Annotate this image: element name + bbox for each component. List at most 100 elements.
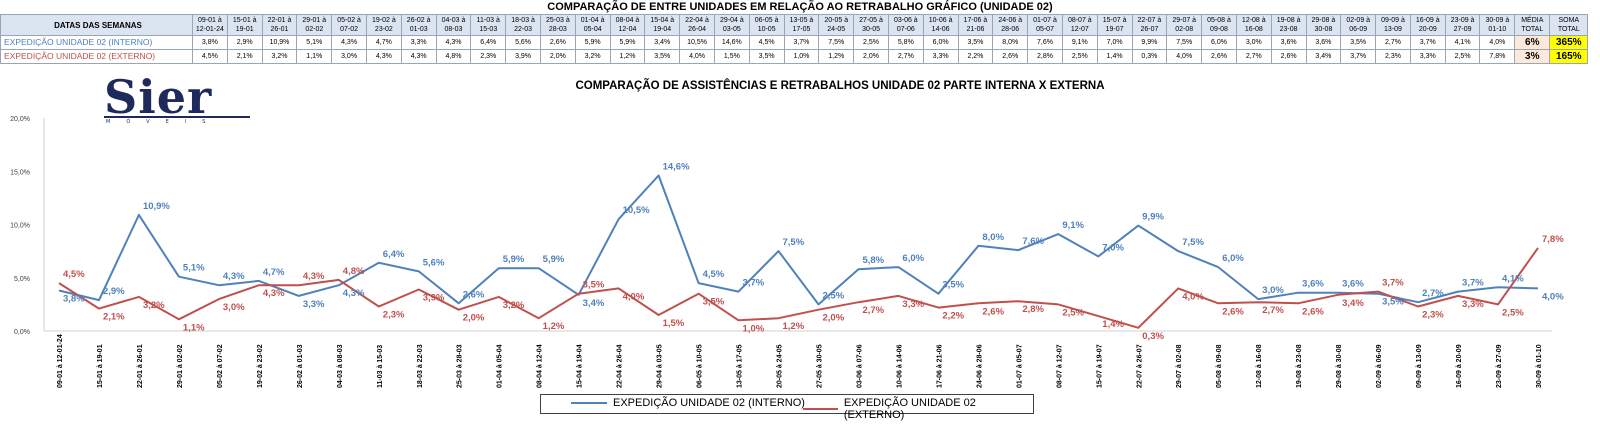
value-cell: 2,7% xyxy=(1375,35,1411,50)
x-tick-label: 10-06 à 14-06 xyxy=(896,344,903,388)
week-start: 09-09 à xyxy=(1381,17,1405,24)
data-label: 2,0% xyxy=(463,313,485,324)
week-header-cell: 04-03 à 08-03 xyxy=(435,14,472,36)
value-cell: 3,3% xyxy=(922,49,959,64)
value-cell: 2,5% xyxy=(1444,49,1481,64)
y-tick-label: 0,0% xyxy=(14,329,30,336)
line-chart: 0,0% 5,0% 10,0% 15,0% 20,0% 09-01 à 12-01-24 1… xyxy=(10,116,1564,388)
value-cell: 10,9% xyxy=(261,35,298,50)
value-cell: 5,8% xyxy=(887,35,924,50)
week-end: 05-04 xyxy=(583,26,602,33)
value-cell: 2,6% xyxy=(1270,49,1307,64)
legend-label-externo: EXPEDIÇÃO UNIDADE 02 (EXTERNO) xyxy=(843,397,976,421)
week-end: 12-01-24 xyxy=(195,26,224,33)
value-cell: 8,0% xyxy=(992,35,1029,50)
week-end: 19-01 xyxy=(235,26,254,33)
x-tick-label: 23-09 à 27-09 xyxy=(1496,344,1503,388)
week-end: 28-03 xyxy=(548,26,567,33)
value-cell: 4,3% xyxy=(331,35,367,50)
data-label: 10,5% xyxy=(623,205,650,216)
data-label: 2,9% xyxy=(103,286,125,297)
data-label: 5,9% xyxy=(503,254,525,265)
week-header-cell: 09-09 à 13-09 xyxy=(1375,14,1411,36)
data-label: 2,8% xyxy=(1022,304,1044,315)
week-end: 28-06 xyxy=(1001,26,1020,33)
data-label: 7,5% xyxy=(1182,237,1204,248)
week-end: 12-07 xyxy=(1070,26,1089,33)
x-tick-label: 06-05 à 10-05 xyxy=(697,344,704,388)
week-start: 15-07 à xyxy=(1102,17,1127,24)
data-label: 2,6% xyxy=(982,306,1004,317)
value-cell: 3,5% xyxy=(1340,35,1377,50)
value-cell: 4,1% xyxy=(1444,35,1481,50)
week-header-cell: 11-03 à 15-03 xyxy=(470,14,507,36)
data-label: 9,9% xyxy=(1142,212,1164,223)
data-label: 1,1% xyxy=(183,322,205,333)
value-cell: 2,3% xyxy=(470,49,507,64)
chart-legend: EXPEDIÇÃO UNIDADE 02 (INTERNO) EXPEDIÇÃO… xyxy=(540,394,1034,421)
x-tick-label: 09-09 à 13-09 xyxy=(1416,344,1423,388)
week-start: 03-06 à xyxy=(893,17,918,24)
data-label: 5,8% xyxy=(862,255,884,266)
week-end: 22-03 xyxy=(514,26,533,33)
week-header-cell: 29-01 à 02-02 xyxy=(296,14,333,36)
week-start: 29-01 à xyxy=(302,17,327,24)
page-title: COMPARAÇÃO DE ENTRE UNIDADES EM RELAÇÃO … xyxy=(547,1,1053,13)
value-cell: 2,0% xyxy=(853,49,889,64)
data-label: 3,8% xyxy=(63,294,85,305)
week-header-cell: 13-05 à 17-05 xyxy=(783,14,820,36)
week-start: 13-05 à xyxy=(789,17,814,24)
media-total-cell: 6% xyxy=(1514,35,1551,50)
x-tick-label: 30-09 à 01-10 xyxy=(1536,344,1543,388)
x-tick-label: 05-08 à 09-08 xyxy=(1216,344,1223,388)
value-cell: 3,6% xyxy=(1305,35,1342,50)
value-cell: 5,9% xyxy=(609,35,646,50)
value-cell: 1,0% xyxy=(783,49,820,64)
value-cell: 2,5% xyxy=(853,35,889,50)
data-label: 4,0% xyxy=(623,291,645,302)
value-cell: 2,0% xyxy=(539,49,576,64)
y-tick-label: 15,0% xyxy=(10,169,30,176)
week-end: 26-04 xyxy=(688,26,706,33)
value-cell: 4,5% xyxy=(192,49,228,64)
soma-header-text: TOTAL xyxy=(1557,26,1580,33)
week-end: 09-08 xyxy=(1210,26,1228,33)
week-header-cell: 27-05 à 30-05 xyxy=(853,14,889,36)
week-end: 12-04 xyxy=(618,26,637,33)
value-cell: 2,7% xyxy=(1235,49,1272,64)
week-start: 24-06 à xyxy=(998,17,1023,24)
value-cell: 2,2% xyxy=(957,49,994,64)
x-tick-label: 02-09 à 06-09 xyxy=(1376,344,1383,388)
media-total-header: MÉDIA TOTAL xyxy=(1514,14,1551,36)
value-cell: 1,2% xyxy=(818,49,855,64)
data-label: 2,0% xyxy=(822,313,844,324)
week-start: 01-07 à xyxy=(1033,17,1057,24)
value-cell: 2,1% xyxy=(226,49,263,64)
week-start: 16-09 à xyxy=(1415,17,1440,24)
data-label: 2,5% xyxy=(1502,307,1524,318)
x-tick-label: 11-03 à 15-03 xyxy=(377,345,384,388)
value-cell: 3,7% xyxy=(1409,35,1446,50)
week-start: 19-02 à xyxy=(372,17,396,24)
value-cell: 4,7% xyxy=(365,35,402,50)
week-end: 06-09 xyxy=(1349,26,1368,33)
data-label: 6,0% xyxy=(1222,253,1244,264)
data-label: 1,0% xyxy=(743,323,765,334)
x-tick-label: 15-01 à 19-01 xyxy=(97,344,104,388)
week-end: 21-06 xyxy=(966,26,985,33)
x-tick-label: 12-08 à 16-08 xyxy=(1256,344,1263,388)
x-tick-label: 29-08 à 30-08 xyxy=(1336,344,1343,388)
week-header-cell: 22-01 à 26-01 xyxy=(261,14,298,36)
data-label: 3,3% xyxy=(1462,299,1484,310)
value-cell: 3,7% xyxy=(783,35,820,50)
week-end: 13-09 xyxy=(1384,26,1402,33)
data-label: 1,5% xyxy=(663,318,685,329)
data-label: 7,8% xyxy=(1542,234,1564,245)
value-cell: 6,4% xyxy=(470,35,507,50)
data-label: 2,5% xyxy=(822,290,844,301)
data-label: 3,4% xyxy=(1342,298,1364,309)
week-end: 02-08 xyxy=(1175,26,1194,33)
value-cell: 9,9% xyxy=(1131,35,1168,50)
soma-total-header: SOMA TOTAL xyxy=(1549,14,1589,36)
value-cell: 7,6% xyxy=(1027,35,1063,50)
